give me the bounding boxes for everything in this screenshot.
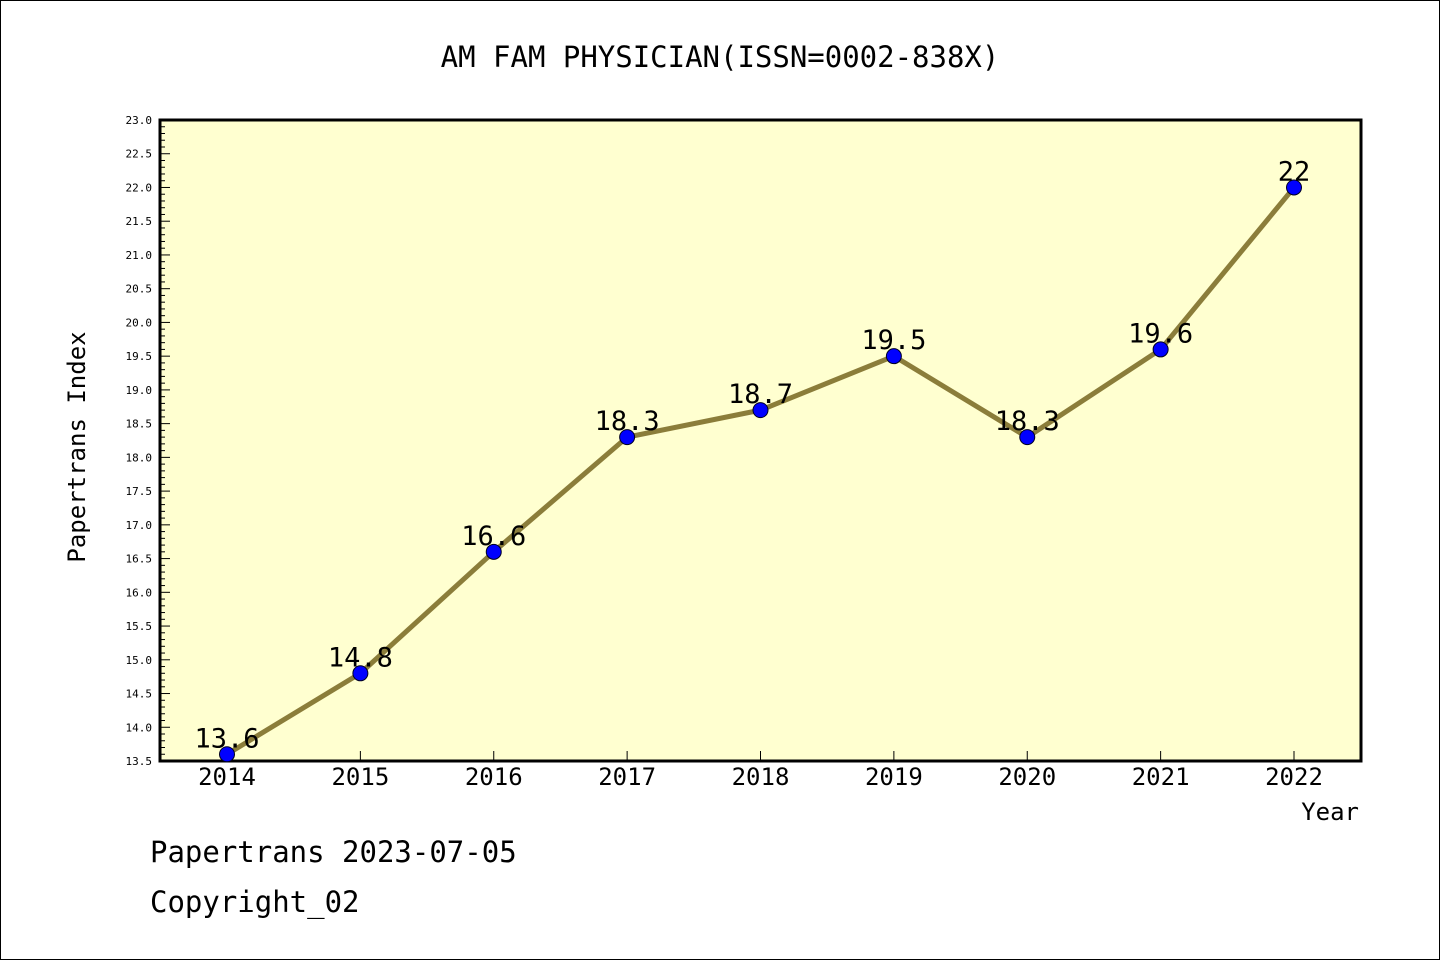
x-tick-label: 2022	[1265, 763, 1323, 791]
data-point	[885, 348, 902, 365]
y-tick-label: 14.0	[126, 721, 153, 734]
y-tick-label: 21.0	[126, 249, 153, 262]
y-tick-label: 17.0	[126, 519, 153, 532]
x-tick-label: 2019	[865, 763, 923, 791]
x-tick-label: 2016	[465, 763, 523, 791]
data-point	[1152, 341, 1169, 358]
data-label: 16.6	[461, 521, 526, 552]
y-tick-label: 22.0	[126, 181, 153, 194]
data-label: 18.7	[728, 379, 793, 410]
data-point	[1286, 179, 1302, 196]
y-tick-label: 17.5	[126, 485, 153, 498]
plot-area	[158, 118, 1363, 763]
x-tick-label: 2017	[598, 763, 656, 791]
y-axis: 13.5 14.0 14.5 15.0 15.5 16.0 16.5 17.0 17.5 18.0…	[126, 114, 170, 768]
y-tick-label: 18.5	[126, 418, 153, 431]
x-tick-label: 2021	[1132, 763, 1190, 791]
data-label: 13.6	[194, 723, 259, 754]
data-label: 18.3	[595, 406, 660, 437]
x-tick-label: 2015	[331, 763, 389, 791]
data-point	[219, 746, 235, 763]
y-tick-label: 19.5	[126, 350, 153, 363]
data-point	[352, 665, 369, 682]
y-tick-label: 14.5	[126, 688, 153, 701]
data-point	[619, 429, 636, 446]
y-tick-label: 19.0	[126, 384, 153, 397]
data-labels: 13.6 14.8 16.6 18.3 18.7 19.5 18.3 19.6 22	[194, 156, 1310, 754]
y-tick-label: 16.5	[126, 553, 153, 566]
data-label: 14.8	[328, 642, 393, 673]
chart-title: AM FAM PHYSICIAN(ISSN=0002-838X)	[441, 40, 1000, 74]
series-markers	[219, 179, 1302, 763]
footer-copyright: Copyright_02	[150, 885, 360, 919]
y-tick-label: 13.5	[126, 755, 153, 768]
y-tick-label: 20.0	[126, 316, 153, 329]
y-tick-label: 18.0	[126, 451, 153, 464]
data-label: 18.3	[995, 406, 1060, 437]
data-label: 22	[1278, 156, 1311, 187]
y-tick-label: 21.5	[126, 215, 153, 228]
y-tick-label: 16.0	[126, 586, 153, 599]
x-axis: 2014 2015 2016 2017 2018 2019 2020 2021 2022	[198, 751, 1323, 791]
data-point	[1019, 429, 1036, 446]
data-point	[752, 402, 769, 419]
data-label: 19.6	[1128, 318, 1193, 349]
data-label: 19.5	[861, 325, 926, 356]
x-tick-label: 2018	[732, 763, 790, 791]
y-tick-label: 15.5	[126, 620, 153, 633]
y-tick-label: 22.5	[126, 148, 153, 161]
x-tick-label: 2020	[998, 763, 1056, 791]
y-tick-label: 23.0	[126, 114, 153, 127]
y-axis-label: Papertrans Index	[63, 331, 91, 562]
x-axis-label: Year	[1301, 798, 1359, 826]
y-tick-label: 20.5	[126, 283, 153, 296]
y-tick-label: 15.0	[126, 654, 153, 667]
footer-date: Papertrans 2023-07-05	[150, 835, 517, 869]
x-tick-label: 2014	[198, 763, 256, 791]
data-point	[485, 543, 502, 560]
